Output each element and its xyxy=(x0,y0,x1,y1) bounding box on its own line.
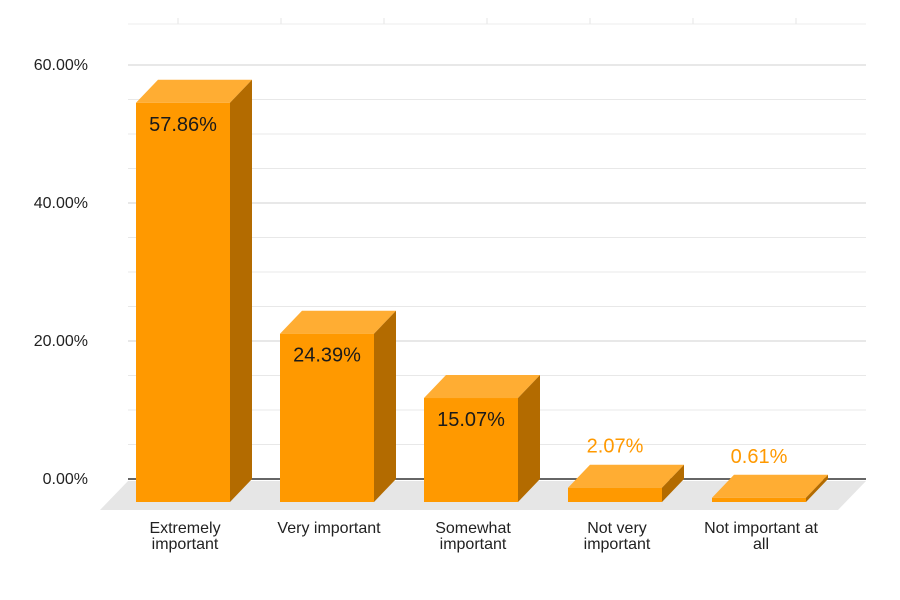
category-label-line: important xyxy=(440,536,507,553)
category-label-line: important xyxy=(152,536,219,553)
category-label-line: all xyxy=(753,536,769,553)
category-label: Not important at all xyxy=(704,520,818,553)
bar-front-face xyxy=(424,398,518,502)
data-label: 2.07% xyxy=(587,436,644,458)
bar-front-face xyxy=(568,487,662,502)
category-label-line: Somewhat xyxy=(435,520,511,537)
data-label: 24.39% xyxy=(293,345,361,367)
bar-side-face xyxy=(374,310,396,502)
data-label: 15.07% xyxy=(437,409,505,431)
category-label: Not very important xyxy=(584,520,651,553)
bar-front-face xyxy=(712,497,806,502)
bar-top-face xyxy=(712,474,828,498)
data-label: 57.86% xyxy=(149,114,217,136)
category-label-line: Extremely xyxy=(149,520,220,537)
bar-top-face xyxy=(424,375,540,399)
bar xyxy=(424,375,540,502)
category-label: Somewhat important xyxy=(435,520,511,553)
bar-side-face xyxy=(518,375,540,502)
category-label-line: Not very xyxy=(587,520,647,537)
category-label-line: important xyxy=(584,536,651,553)
bars xyxy=(136,79,828,503)
bar xyxy=(280,310,396,502)
data-labels: 57.86% 24.39% 15.07% 2.07% 0.61% xyxy=(149,114,787,468)
bar-side-face xyxy=(662,464,684,502)
bar xyxy=(568,464,684,502)
y-tick-label: 60.00% xyxy=(34,57,88,74)
category-label-line: Not important at xyxy=(704,520,818,537)
category-label: Very important xyxy=(277,520,381,537)
bar-front-face xyxy=(136,102,230,503)
category-label-line: Very important xyxy=(277,520,381,537)
bar-top-face xyxy=(568,464,684,488)
y-tick-label: 40.00% xyxy=(34,195,88,212)
y-axis-ticks: 0.00% 20.00% 40.00% 60.00% xyxy=(34,57,88,488)
bar xyxy=(136,79,252,503)
category-label: Extremely important xyxy=(149,520,220,553)
bar xyxy=(712,474,828,502)
bar-side-face xyxy=(806,474,828,502)
bar-top-face xyxy=(136,79,252,103)
y-tick-label: 20.00% xyxy=(34,333,88,350)
bar-front-face xyxy=(280,333,374,502)
data-label: 0.61% xyxy=(731,446,788,468)
y-tick-label: 0.00% xyxy=(43,471,88,488)
bar-side-face xyxy=(230,79,252,503)
bar-top-face xyxy=(280,310,396,334)
